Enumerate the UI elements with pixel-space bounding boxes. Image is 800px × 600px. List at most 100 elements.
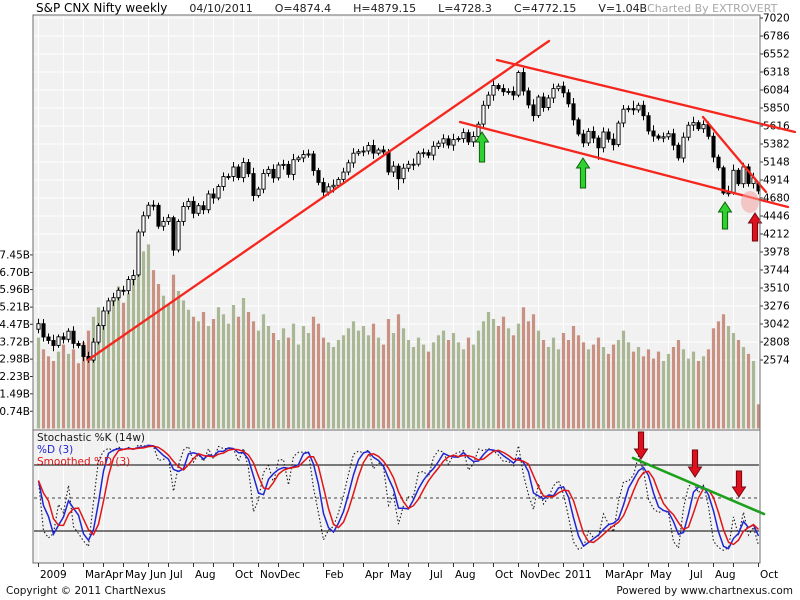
candlestick [81, 345, 86, 357]
candlestick [121, 289, 126, 292]
candlestick [456, 138, 461, 141]
volume-bar [266, 326, 271, 429]
red-down-arrow [633, 431, 649, 460]
volume-bar [431, 342, 436, 429]
price-axis-label: 5850 [763, 103, 790, 115]
volume-bar [211, 319, 216, 429]
volume-bar [181, 300, 186, 429]
volume-bar [606, 353, 611, 429]
candlestick [561, 85, 566, 94]
candlestick [291, 159, 296, 175]
time-axis-label: Aug [455, 569, 476, 581]
volume-bar [296, 344, 301, 429]
volume-bar [691, 351, 696, 429]
stoch-legend-label: Smoothed %D (3) [37, 456, 130, 468]
low-label: L=4728.3 [438, 2, 492, 15]
candlestick [66, 330, 71, 340]
time-axis-label: 2011 [565, 569, 592, 581]
price-axis-label: 3042 [763, 319, 790, 331]
chart-header: S&P CNX Nifty weekly 04/10/2011 O=4874.4… [36, 1, 777, 15]
candlestick [241, 162, 246, 179]
volume-bar [671, 347, 676, 429]
volume-bar [241, 298, 246, 429]
candlestick [351, 152, 356, 164]
time-axis-label: Apr [625, 569, 644, 581]
candlestick [186, 200, 191, 208]
volume-axis-label: 3.72B [0, 336, 30, 348]
volume-bar [186, 309, 191, 429]
time-axis-label: Jun [149, 569, 166, 581]
volume-bar [216, 307, 221, 429]
instrument-title: S&P CNX Nifty weekly [36, 1, 168, 15]
trendline [701, 115, 768, 194]
candlestick [491, 85, 496, 96]
volume-bar [351, 321, 356, 429]
candlestick [656, 135, 661, 139]
volume-axis-label: 5.21B [0, 302, 30, 314]
volume-bar [501, 316, 506, 429]
volume-bar [256, 330, 261, 429]
candlestick [156, 204, 161, 227]
copyright-label: Copyright © 2011 ChartNexus [6, 585, 166, 597]
volume-bar [551, 337, 556, 429]
volume-axis-label: 5.96B [0, 284, 30, 296]
price-axis-label: 2808 [763, 337, 790, 349]
volume-bar [426, 351, 431, 429]
volume-bar [731, 333, 736, 429]
candlestick [431, 145, 436, 156]
candlestick [376, 149, 381, 154]
open-label: O=4874.4 [274, 2, 332, 15]
volume-label: V=1.04B [598, 2, 648, 15]
candlestick [61, 336, 66, 340]
volume-bar [711, 328, 716, 429]
price-axis-label: 2574 [763, 355, 790, 367]
volume-bar [116, 286, 121, 429]
volume-bar [536, 330, 541, 429]
candlestick [461, 132, 466, 140]
volume-bar [246, 312, 251, 429]
price-axis-label: 3978 [763, 247, 790, 259]
time-axis-label: May [125, 569, 147, 581]
stoch-smoothed-d-line [37, 445, 760, 546]
volume-axis: 7.45B 6.70B 5.96B 5.21B 4.47B 3.72B 2.98B 2.23B… [0, 249, 33, 418]
volume-bar [571, 326, 576, 429]
volume-bar [221, 314, 226, 429]
volume-bar [701, 356, 706, 429]
candlestick [251, 173, 256, 196]
candlestick [691, 122, 696, 126]
candlestick [391, 165, 396, 173]
candlestick [436, 142, 441, 147]
red-up-arrow [747, 212, 763, 242]
candlestick [56, 336, 61, 346]
candlestick [696, 122, 701, 130]
candlestick [396, 165, 401, 180]
volume-bar [506, 328, 511, 429]
price-axis-label: 5382 [763, 139, 790, 151]
candlestick [261, 173, 266, 190]
candlestick [371, 145, 376, 154]
candlestick [346, 162, 351, 173]
volume-bar [321, 337, 326, 429]
volume-bar [411, 347, 416, 429]
price-axis-label: 6786 [763, 31, 790, 43]
volume-axis-label: 2.23B [0, 371, 30, 383]
candlestick [731, 169, 736, 194]
volume-bar [496, 326, 501, 429]
candlestick [596, 137, 601, 149]
candlestick [176, 221, 181, 251]
stochastic-panel-background [33, 430, 760, 563]
candlestick [671, 133, 676, 146]
candlestick [471, 136, 476, 143]
candlestick [146, 204, 151, 217]
volume-bar [141, 251, 146, 429]
price-axis-label: 7020 [763, 13, 790, 25]
trendline [86, 39, 551, 362]
candlestick [636, 104, 641, 111]
volume-bar [486, 312, 491, 429]
candlestick [451, 139, 456, 146]
red-down-arrow [731, 470, 747, 498]
volume-bar [96, 307, 101, 429]
candlestick [556, 85, 561, 90]
candlestick [611, 138, 616, 146]
